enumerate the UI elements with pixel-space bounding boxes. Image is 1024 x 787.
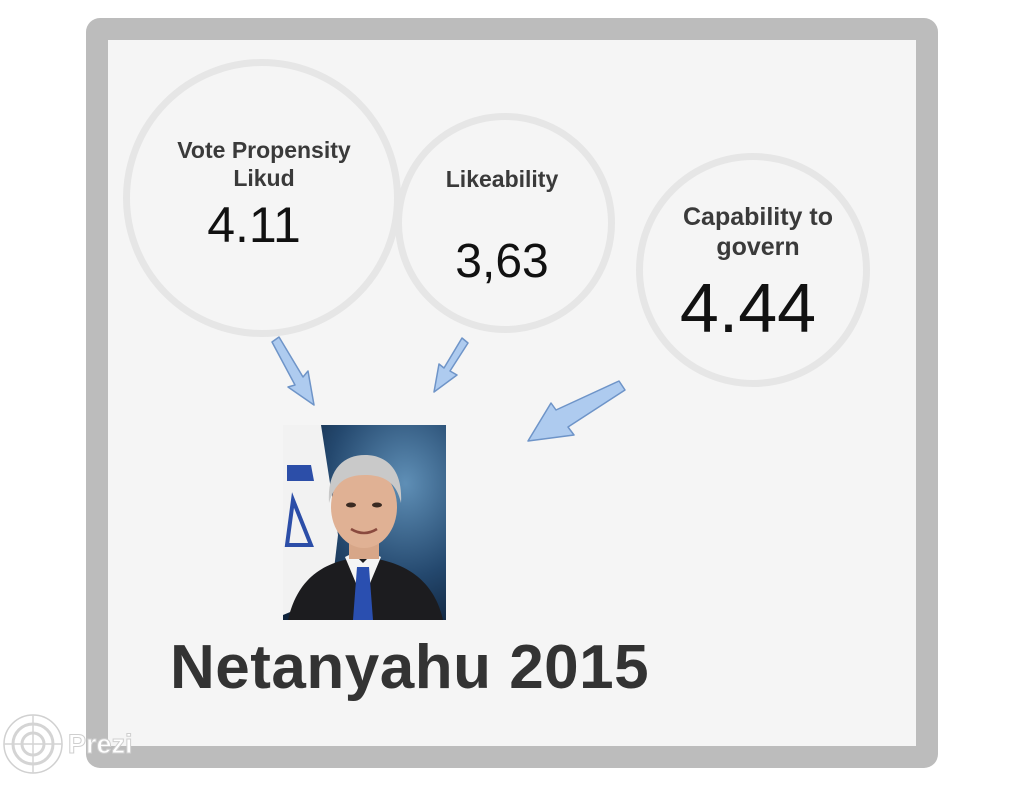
metric-label-line: Vote Propensity <box>177 137 351 163</box>
metric-label-line: Likud <box>233 164 295 191</box>
prezi-logo-text: Prezi <box>68 728 134 759</box>
arrow-down-left-icon <box>433 337 469 393</box>
metric-label-vote-propensity: Vote Propensity Likud <box>144 137 384 192</box>
metric-circle-likeability <box>395 113 615 333</box>
arrow-down-left-icon <box>527 380 626 442</box>
metric-label-likeability: Likeability <box>382 166 622 194</box>
metric-circle-capability <box>636 153 870 387</box>
metric-label-capability: Capability to govern <box>638 202 878 262</box>
metric-value-vote-propensity: 4.11 <box>207 197 301 253</box>
metric-label-line: Capability to <box>682 203 833 231</box>
slide-title: Netanyahu 2015 <box>170 633 650 702</box>
metric-label-line: Likeability <box>445 166 559 192</box>
metric-value-likeability: 3,63 <box>455 235 549 288</box>
metric-value-capability: 4.44 <box>679 269 817 347</box>
portrait-image <box>283 425 446 620</box>
arrow-down-right-icon <box>271 336 315 406</box>
portrait-photo <box>283 425 446 620</box>
metric-label-line: govern <box>716 233 800 261</box>
prezi-logo-icon <box>3 714 63 774</box>
prezi-logo[interactable]: Prezi <box>2 712 133 776</box>
